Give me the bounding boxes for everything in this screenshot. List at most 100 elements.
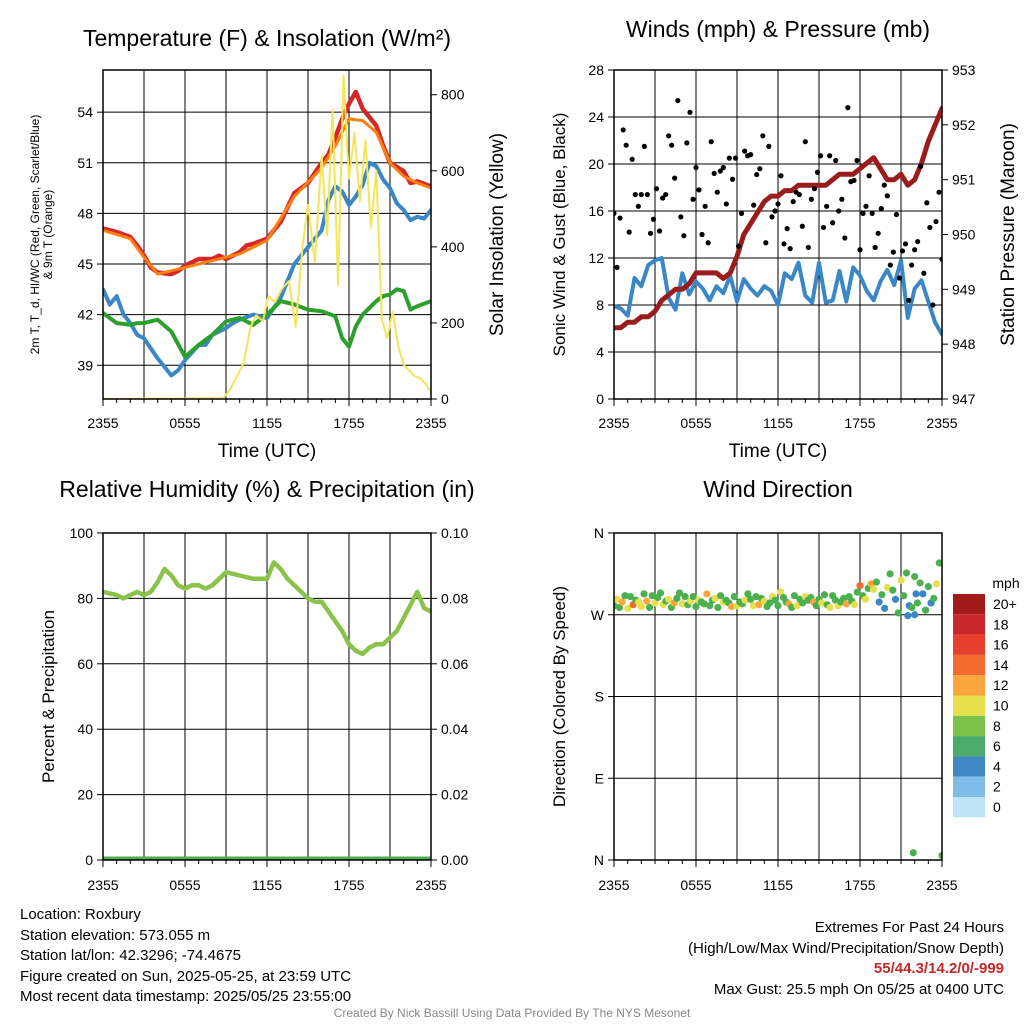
direction-point xyxy=(678,600,686,608)
direction-point xyxy=(875,598,883,606)
direction-point xyxy=(771,596,779,604)
y-tick-label: 12 xyxy=(588,250,604,266)
legend-swatch xyxy=(953,776,985,797)
y-axis-label: Sonic Wind & Gust (Blue, Black) xyxy=(550,113,569,357)
x-tick-label: 0555 xyxy=(680,415,711,431)
direction-point xyxy=(853,588,861,596)
direction-point xyxy=(930,594,938,603)
x-axis-label: Time (UTC) xyxy=(729,441,828,462)
x-tick-label: 2355 xyxy=(415,877,446,893)
credit-line: Created By Nick Bassill Using Data Provi… xyxy=(333,1006,691,1020)
x-tick-label: 0555 xyxy=(169,877,200,893)
gust-point xyxy=(884,193,890,199)
gust-point xyxy=(918,163,924,169)
y2-tick-label: 600 xyxy=(441,163,465,179)
extremes-title: Extremes For Past 24 Hours xyxy=(814,919,1004,936)
y2-axis-label: Station Pressure (Maroon) xyxy=(998,123,1019,346)
gust-point xyxy=(763,240,769,246)
series-line-0 xyxy=(614,256,942,337)
y-tick-label: 28 xyxy=(588,62,604,78)
series-line-1 xyxy=(103,117,431,276)
gust-point xyxy=(854,157,860,164)
direction-point xyxy=(681,592,689,601)
legend-swatch xyxy=(953,654,985,676)
gust-point xyxy=(663,191,669,198)
winds-panel: Winds (mph) & Pressure (mb) 0 4 8 12 16 20 24 28… xyxy=(550,16,1019,462)
gust-point xyxy=(930,302,936,308)
gust-point xyxy=(653,186,660,192)
direction-point xyxy=(706,602,714,610)
direction-point xyxy=(774,602,782,610)
gust-point xyxy=(672,175,678,181)
direction-point xyxy=(870,585,878,593)
direction-point xyxy=(692,602,700,611)
direction-point xyxy=(938,851,942,860)
gust-point xyxy=(827,153,833,159)
gust-point xyxy=(708,139,714,145)
gust-point xyxy=(714,189,720,195)
y2-tick-label: 0 xyxy=(441,391,449,407)
legend-swatch xyxy=(953,634,985,655)
gust-point xyxy=(702,203,708,209)
gust-point xyxy=(869,210,875,216)
gust-point xyxy=(775,201,781,207)
y2-tick-label: 949 xyxy=(952,281,976,297)
y2-tick-label: 947 xyxy=(952,391,976,407)
extremes-box: Extremes For Past 24 Hours (High/Low/Max… xyxy=(688,918,1004,1000)
direction-point xyxy=(897,576,905,584)
direction-point xyxy=(749,602,758,610)
direction-point xyxy=(648,592,656,600)
legend-label: 2 xyxy=(993,779,1001,795)
y-tick-label: 54 xyxy=(77,104,93,120)
gust-point xyxy=(899,248,906,254)
direction-point xyxy=(618,598,626,606)
x-tick-label: 1155 xyxy=(763,415,793,431)
gust-point xyxy=(802,139,808,145)
legend-swatch xyxy=(953,736,985,757)
legend-swatch xyxy=(953,594,985,615)
gust-point xyxy=(878,206,884,212)
gust-point xyxy=(660,195,666,201)
y-tick-label: 8 xyxy=(596,297,604,313)
direction-point xyxy=(744,590,752,598)
gust-point xyxy=(644,191,650,198)
series-group xyxy=(614,0,942,860)
x-tick-label: 0555 xyxy=(680,877,711,893)
gust-point xyxy=(820,224,827,231)
plot-frame xyxy=(613,532,943,861)
gust-point xyxy=(824,203,830,209)
x-tick-label: 2355 xyxy=(926,415,957,431)
direction-point xyxy=(908,0,915,4)
y2-tick-label: 0.08 xyxy=(441,590,468,606)
x-tick-label: 2355 xyxy=(87,877,118,893)
direction-point xyxy=(730,592,738,601)
direction-point xyxy=(922,606,930,614)
plot-frame xyxy=(102,532,432,861)
winds-title: Winds (mph) & Pressure (mb) xyxy=(626,16,930,42)
direction-point xyxy=(799,599,807,607)
legend-label: 16 xyxy=(993,637,1009,653)
gust-point xyxy=(735,243,742,249)
direction-point xyxy=(894,609,902,617)
gust-point xyxy=(845,105,851,111)
gust-point xyxy=(875,230,881,236)
direction-point xyxy=(717,592,725,600)
direction-point xyxy=(911,611,919,619)
direction-point xyxy=(900,592,908,600)
gust-point xyxy=(757,166,763,172)
y2-tick-label: 0.02 xyxy=(441,787,468,803)
direction-point xyxy=(891,595,900,603)
gust-point xyxy=(623,142,629,148)
gust-point xyxy=(787,246,793,252)
gust-point xyxy=(842,235,848,241)
direction-point xyxy=(909,849,917,857)
y-tick-label: 24 xyxy=(588,109,604,125)
gust-point xyxy=(830,220,836,226)
direction-point xyxy=(624,604,632,612)
x-tick-label: 2355 xyxy=(926,877,957,893)
gust-point xyxy=(915,238,921,245)
gust-point xyxy=(906,297,912,303)
gust-point xyxy=(690,196,696,202)
series-line-3 xyxy=(103,287,431,359)
